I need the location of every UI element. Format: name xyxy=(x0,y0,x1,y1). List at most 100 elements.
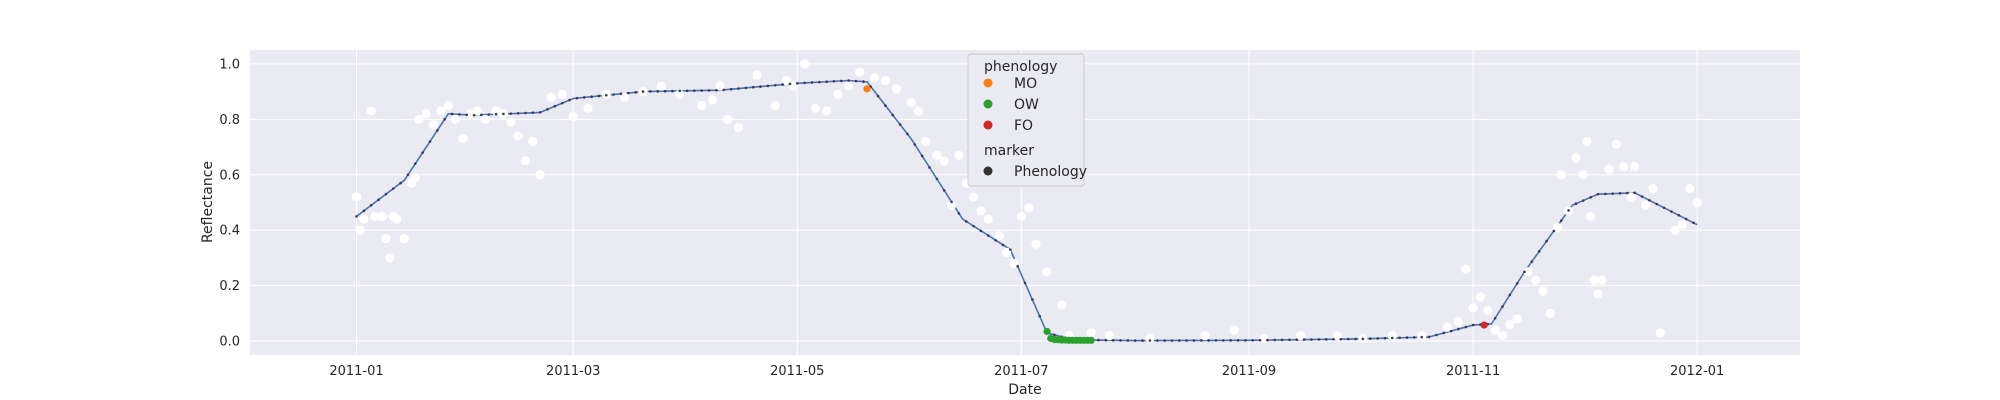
observation-point xyxy=(1104,330,1115,341)
observation-point xyxy=(906,98,916,108)
fitted-curve-marker xyxy=(729,87,733,91)
fitted-curve-marker xyxy=(1177,339,1181,342)
fitted-curve-marker xyxy=(1413,336,1416,339)
fitted-curve-marker xyxy=(1457,327,1460,331)
observation-point xyxy=(675,89,685,99)
observation-point xyxy=(946,200,957,210)
fitted-curve-marker xyxy=(575,96,579,100)
observation-point xyxy=(1490,325,1500,335)
observation-point xyxy=(1626,192,1636,202)
fitted-curve-marker xyxy=(663,89,667,93)
fitted-curve-marker xyxy=(1126,339,1130,342)
fitted-curve-marker xyxy=(1288,338,1291,342)
observation-point xyxy=(844,81,854,91)
observation-point xyxy=(506,117,516,127)
observation-point xyxy=(568,111,578,122)
fitted-curve-marker xyxy=(1523,270,1526,274)
observation-point xyxy=(1685,184,1695,194)
observation-point xyxy=(833,89,843,99)
observation-point xyxy=(381,233,391,244)
fitted-curve-marker xyxy=(413,162,417,165)
fitted-curve-marker xyxy=(1471,323,1475,327)
fitted-curve-marker xyxy=(1266,338,1269,342)
fitted-curve-marker xyxy=(494,112,498,116)
fitted-curve-marker xyxy=(1324,338,1328,341)
observation-point xyxy=(620,92,630,102)
fitted-curve-marker xyxy=(935,177,939,181)
observation-point xyxy=(697,100,707,111)
observation-point xyxy=(1556,170,1566,180)
fitted-curve-marker xyxy=(1567,209,1570,212)
fitted-curve-marker xyxy=(685,89,689,93)
observation-point xyxy=(1523,267,1533,277)
fitted-curve-marker xyxy=(972,224,975,228)
fitted-curve-marker xyxy=(597,94,601,98)
fitted-curve-marker xyxy=(1398,336,1401,340)
legend-marker-fo xyxy=(983,120,993,130)
fitted-curve-marker xyxy=(1310,338,1313,341)
fitted-curve-marker xyxy=(509,112,513,115)
observation-point xyxy=(781,75,791,86)
observation-point xyxy=(1552,222,1563,233)
observation-point xyxy=(1468,303,1478,313)
x-tick-label: 2011-09 xyxy=(1222,364,1276,379)
fitted-curve-marker xyxy=(1662,206,1666,210)
x-tick-label: 2012-01 xyxy=(1670,364,1724,379)
legend-label-ow: OW xyxy=(1014,97,1039,113)
fitted-curve-marker xyxy=(634,91,637,94)
observation-point xyxy=(1086,328,1096,338)
observation-point xyxy=(1538,286,1548,296)
observation-point xyxy=(1009,258,1019,269)
observation-point xyxy=(399,233,409,244)
observation-point xyxy=(722,114,733,124)
observation-point xyxy=(983,214,993,224)
observation-point xyxy=(520,156,531,166)
observation-point xyxy=(1692,197,1702,208)
observation-point xyxy=(436,106,446,116)
fitted-curve-marker xyxy=(1236,339,1240,342)
fitted-curve-marker xyxy=(1192,339,1196,342)
observation-point xyxy=(1417,330,1427,341)
observation-point xyxy=(1571,153,1581,163)
fitted-curve-marker xyxy=(766,84,770,88)
fitted-curve-marker xyxy=(825,80,828,83)
fitted-curve-marker xyxy=(450,112,454,116)
observation-point xyxy=(1200,330,1210,341)
fitted-curve-marker xyxy=(1273,338,1277,342)
fitted-curve-marker xyxy=(678,89,682,93)
fitted-curve-marker xyxy=(781,83,784,86)
fitted-curve-marker xyxy=(369,203,373,207)
fitted-curve-marker xyxy=(986,234,990,237)
fitted-curve-marker xyxy=(1244,339,1247,342)
fitted-curve-marker xyxy=(1332,337,1335,341)
observation-point xyxy=(535,170,545,180)
phenology-point-fo xyxy=(1480,321,1488,329)
observation-point xyxy=(458,134,468,144)
fitted-curve-marker xyxy=(1501,305,1504,308)
observation-point xyxy=(1002,247,1012,258)
fitted-curve-marker xyxy=(832,79,836,83)
fitted-curve-marker xyxy=(876,94,880,98)
fitted-curve-marker xyxy=(1295,338,1299,342)
fitted-curve-marker xyxy=(693,89,696,92)
observation-point xyxy=(1057,300,1067,310)
legend-marker-mo xyxy=(983,78,993,88)
fitted-curve-marker xyxy=(1611,192,1614,195)
fitted-curve-marker xyxy=(1009,248,1012,251)
fitted-curve-marker xyxy=(1317,338,1321,341)
legend-box xyxy=(967,53,1085,187)
fitted-curve-marker xyxy=(1302,338,1306,341)
observation-point xyxy=(1578,170,1588,180)
fitted-curve-marker xyxy=(1420,335,1423,339)
fitted-curve-marker xyxy=(964,220,968,223)
fitted-curve-marker xyxy=(568,98,571,102)
observation-point xyxy=(359,214,369,224)
observation-point xyxy=(891,84,902,94)
fitted-curve-marker xyxy=(1001,243,1005,247)
fitted-curve-marker xyxy=(384,192,388,196)
observation-point xyxy=(1545,308,1555,319)
fitted-curve-marker xyxy=(1251,338,1255,342)
observation-point xyxy=(410,172,420,183)
fitted-curve-marker xyxy=(538,111,542,114)
fitted-curve-marker xyxy=(1435,333,1438,337)
